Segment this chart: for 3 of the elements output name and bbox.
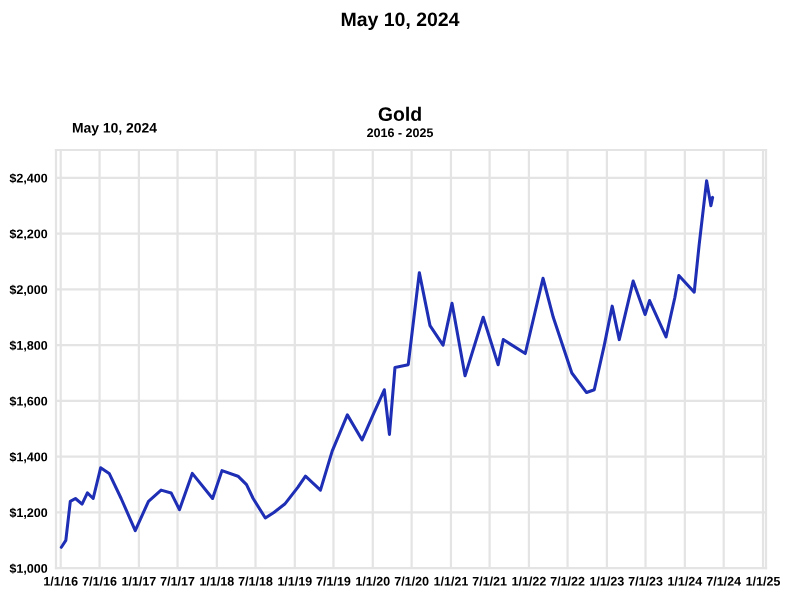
line-series [59, 179, 715, 549]
chart-title: Gold [378, 106, 421, 122]
text: May 10, 2024 [341, 12, 460, 31]
